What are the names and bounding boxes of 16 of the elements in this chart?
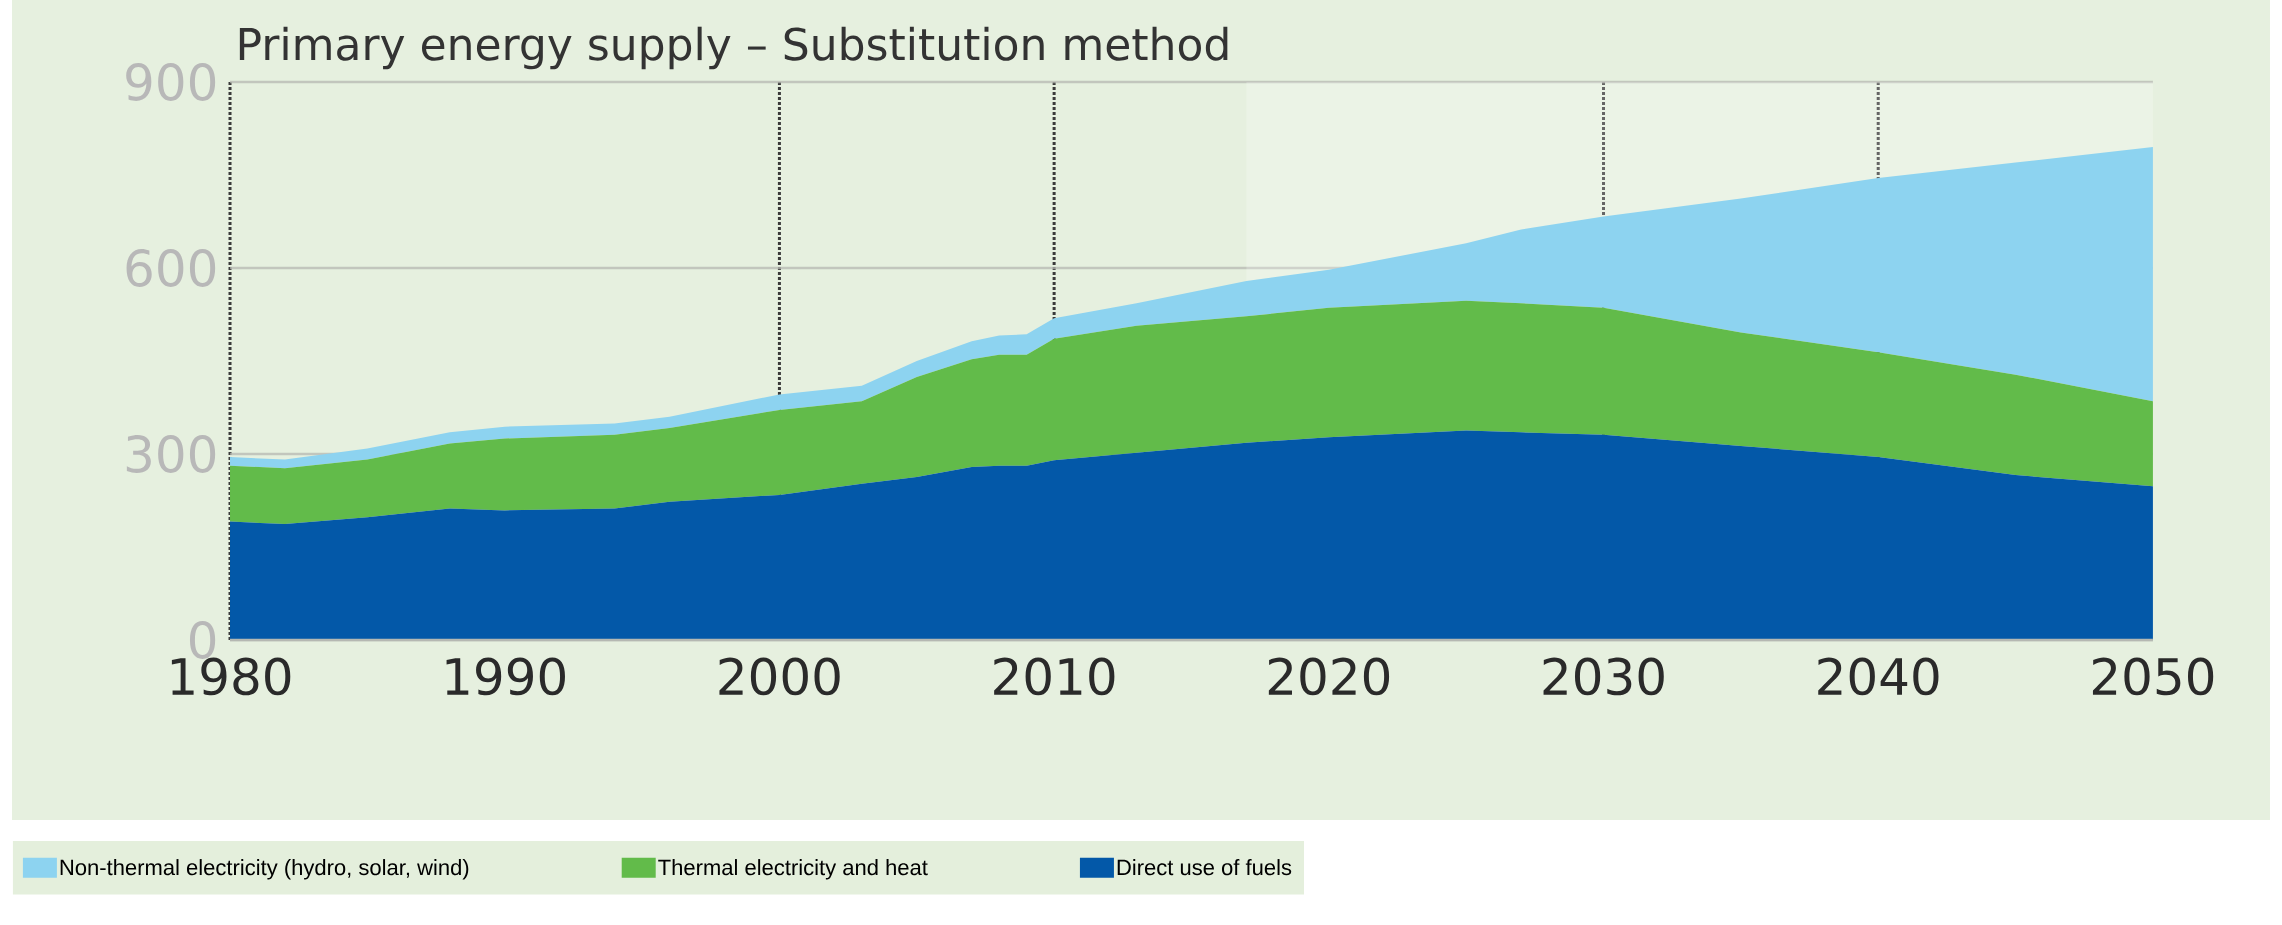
x-tick-label: 2010 [994,657,1115,696]
x-tick-label: 2000 [719,657,840,696]
legend-label: Thermal electricity and heat [658,859,928,880]
x-tick-label: 2030 [1543,657,1664,696]
x-tick-label: 1990 [446,657,565,696]
y-tick-label: 900 [126,63,216,101]
x-tick-label: 1980 [171,657,291,696]
y-tick-label: 0 [189,621,216,659]
legend-label: Non-thermal electricity (hydro, solar, wind) [60,859,469,880]
legend-label: Direct use of fuels [1117,859,1292,876]
x-tick-label: 2050 [2092,657,2214,696]
y-tick-label: 600 [126,249,216,287]
x-tick-label: 2040 [1818,657,1939,696]
x-tick-label: 2020 [1268,657,1390,696]
chart-title: Primary energy supply – Substitution method [239,26,1228,70]
y-tick-label: 300 [126,435,216,473]
